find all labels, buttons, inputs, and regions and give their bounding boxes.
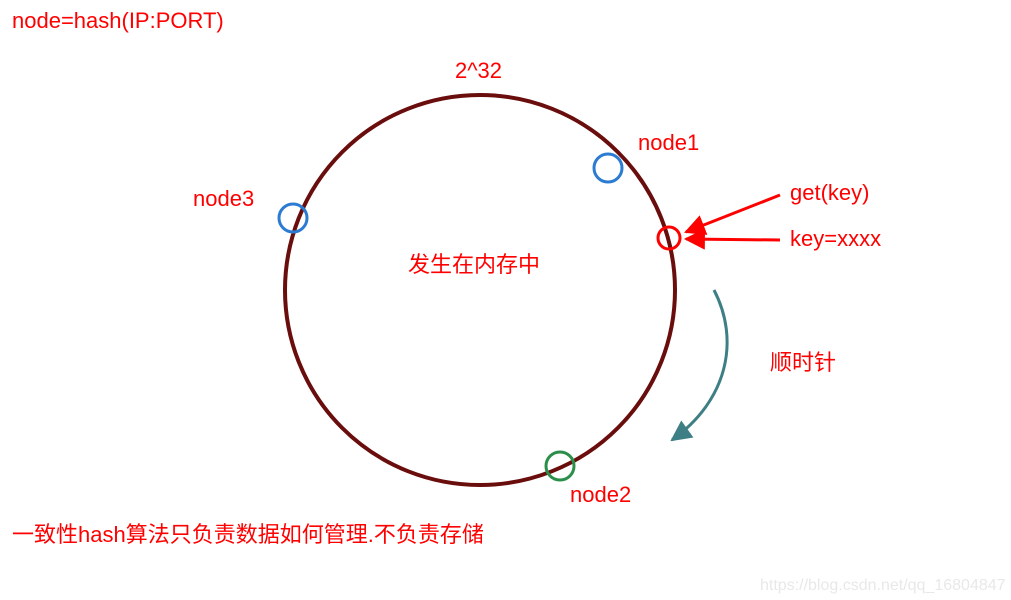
node1-circle xyxy=(594,154,622,182)
formula-text: node=hash(IP:PORT) xyxy=(12,8,224,33)
watermark-text: https://blog.csdn.net/qq_16804847 xyxy=(760,577,1006,594)
clockwise-arrow xyxy=(672,290,727,440)
center-text: 发生在内存中 xyxy=(408,252,540,277)
nodes-group: node1 node2 node3 xyxy=(193,130,699,507)
node2-label: node2 xyxy=(570,482,631,507)
ring-top-label: 2^32 xyxy=(455,58,502,83)
arrows-group xyxy=(686,195,780,240)
hash-ring xyxy=(285,95,675,485)
node3-label: node3 xyxy=(193,186,254,211)
arrow-keyeq xyxy=(686,239,780,240)
node3-circle xyxy=(279,204,307,232)
keyeq-text: key=xxxx xyxy=(790,226,881,251)
arrow-getkey xyxy=(686,195,780,232)
hash-ring-diagram: node1node2node3 node=hash(IP:PORT) 2^32 … xyxy=(0,0,1011,600)
getkey-text: get(key) xyxy=(790,180,869,205)
clockwise-text: 顺时针 xyxy=(770,350,836,375)
footer-text: 一致性hash算法只负责数据如何管理.不负责存储 xyxy=(12,522,484,547)
node1-label: node1 xyxy=(638,130,699,155)
